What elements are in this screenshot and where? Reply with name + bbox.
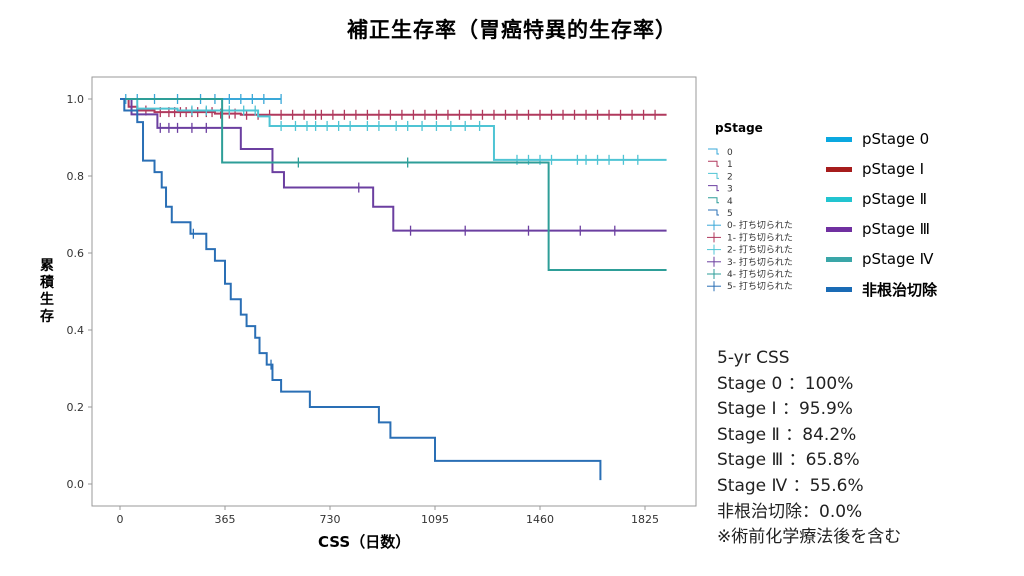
inner-legend-line-swatch: [708, 172, 719, 179]
x-tick-label: 1095: [421, 513, 449, 526]
legend-swatch: [826, 226, 852, 232]
inner-legend-line-swatch: [708, 197, 719, 204]
survival-curve-4: [120, 98, 667, 271]
y-tick-label: 1.0: [67, 93, 85, 106]
y-tick-label: 0.0: [67, 478, 85, 491]
inner-legend-label: 3- 打ち切られた: [727, 256, 793, 268]
five-year-css-summary: 5-yr CSS Stage 0 ：100% Stage Ⅰ ：95.9% St…: [717, 346, 901, 551]
legend-item: pStage Ⅱ: [826, 184, 937, 214]
stats-line: Stage Ⅲ ：65.8%: [717, 450, 860, 471]
y-axis-label: 累積生存: [40, 258, 54, 325]
inner-legend-label: 1: [727, 160, 733, 170]
legend-item: pStage Ⅰ: [826, 154, 937, 184]
legend-item: pStage 0: [826, 124, 937, 154]
stage-color-legend: pStage 0 pStage Ⅰ pStage Ⅱ pStage Ⅲ pStage Ⅳ…: [826, 124, 937, 304]
inner-legend-label: 2- 打ち切られた: [727, 244, 793, 256]
stats-line: Stage Ⅳ ：55.6%: [717, 475, 864, 496]
y-tick-label: 0.8: [67, 170, 85, 183]
inner-legend-line-swatch: [708, 148, 719, 155]
legend-label: pStage 0: [862, 130, 930, 148]
inner-legend-label: 1- 打ち切られた: [727, 231, 793, 243]
stats-line: Stage Ⅱ ：84.2%: [717, 424, 857, 445]
inner-legend-label: 4: [727, 197, 733, 207]
survival-curve-5: [120, 98, 602, 481]
inner-legend-line-swatch: [708, 185, 719, 192]
legend-swatch: [826, 286, 852, 292]
inner-legend-line-swatch: [708, 209, 719, 216]
survival-curve-2: [120, 98, 667, 161]
stats-line: 非根治切除：0.0%: [717, 501, 863, 522]
inner-legend-label: 5: [727, 209, 733, 219]
chart-title: 補正生存率（胃癌特異的生存率）: [347, 18, 677, 42]
y-tick-label: 0.4: [67, 324, 85, 337]
legend-swatch: [826, 256, 852, 262]
legend-label: pStage Ⅰ: [862, 160, 925, 178]
y-tick-label: 0.2: [67, 401, 85, 414]
inner-legend-title: pStage: [715, 121, 763, 135]
stats-line: Stage Ⅰ ：95.9%: [717, 399, 853, 420]
inner-legend-label: 3: [727, 185, 733, 195]
inner-legend-label: 0: [727, 148, 733, 158]
survival-curve-1: [120, 98, 667, 116]
stats-header: 5-yr CSS: [717, 348, 790, 368]
plot-frame: [91, 76, 697, 507]
x-tick-label: 1825: [631, 513, 659, 526]
legend-item: pStage Ⅲ: [826, 214, 937, 244]
inner-legend-line-swatch: [708, 160, 719, 167]
x-axis-label: CSS（日数）: [318, 533, 411, 551]
x-tick-label: 730: [320, 513, 341, 526]
x-tick-label: 1460: [526, 513, 554, 526]
stats-note: ※術前化学療法後を含む: [717, 527, 902, 548]
y-tick-label: 0.6: [67, 247, 85, 260]
legend-swatch: [826, 196, 852, 202]
legend-label: pStage Ⅳ: [862, 250, 934, 268]
stats-line: Stage 0 ：100%: [717, 373, 854, 394]
legend-label: pStage Ⅲ: [862, 220, 930, 238]
x-tick-label: 365: [215, 513, 236, 526]
legend-label: pStage Ⅱ: [862, 190, 928, 208]
inner-legend-label: 5- 打ち切られた: [727, 280, 793, 292]
x-tick-label: 0: [117, 513, 124, 526]
survival-curve-3: [120, 98, 667, 232]
inner-legend-label: 2: [727, 172, 733, 182]
legend-swatch: [826, 136, 852, 142]
legend-label: 非根治切除: [862, 280, 938, 299]
inner-legend-label: 0- 打ち切られた: [727, 219, 793, 231]
inner-legend-label: 4- 打ち切られた: [727, 268, 793, 280]
legend-item: pStage Ⅳ: [826, 244, 937, 274]
legend-swatch: [826, 166, 852, 172]
legend-item: 非根治切除: [826, 274, 937, 304]
